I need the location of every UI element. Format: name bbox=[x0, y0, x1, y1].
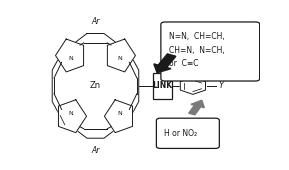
Text: H or NO₂: H or NO₂ bbox=[164, 129, 198, 138]
FancyBboxPatch shape bbox=[156, 118, 219, 148]
FancyArrow shape bbox=[154, 54, 176, 73]
Polygon shape bbox=[58, 100, 86, 133]
Text: LINK: LINK bbox=[153, 81, 173, 90]
Polygon shape bbox=[180, 77, 205, 94]
Polygon shape bbox=[55, 39, 84, 72]
Text: N: N bbox=[118, 56, 122, 61]
Text: Ar: Ar bbox=[91, 146, 100, 155]
FancyBboxPatch shape bbox=[161, 22, 260, 81]
FancyArrow shape bbox=[189, 100, 204, 115]
FancyBboxPatch shape bbox=[153, 73, 172, 99]
Text: N: N bbox=[118, 110, 122, 116]
Polygon shape bbox=[108, 39, 136, 72]
Text: N: N bbox=[69, 110, 73, 116]
Text: Ar: Ar bbox=[91, 17, 100, 26]
Text: N: N bbox=[69, 56, 73, 61]
Polygon shape bbox=[104, 100, 132, 133]
Text: Zn: Zn bbox=[90, 81, 101, 90]
Text: N=N,  CH=CH,
CH=N,  N=CH,
or  C≡C: N=N, CH=CH, CH=N, N=CH, or C≡C bbox=[169, 32, 225, 68]
Text: Y: Y bbox=[218, 81, 223, 90]
